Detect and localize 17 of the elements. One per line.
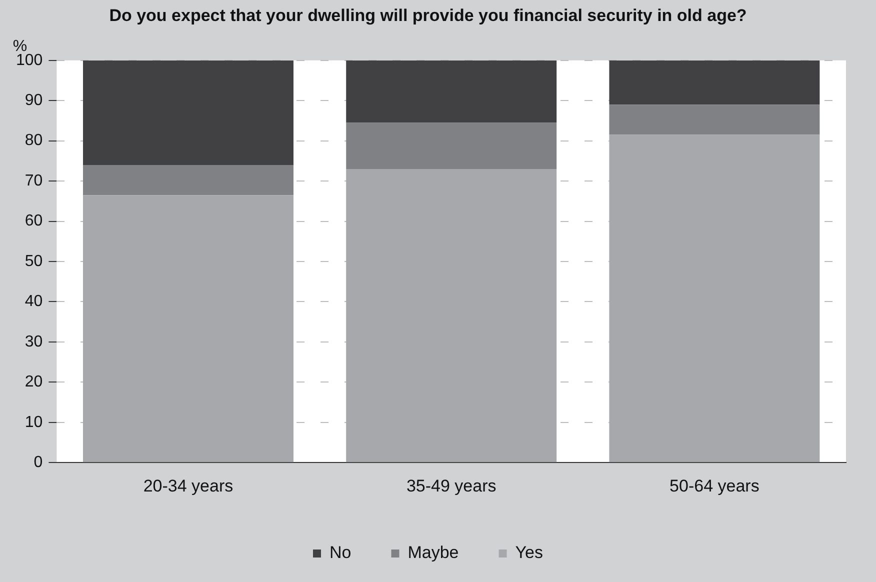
y-tick-label: 10 xyxy=(24,414,43,431)
x-tick-label: 20-34 years xyxy=(143,476,234,496)
legend-label: Maybe xyxy=(408,543,459,562)
y-tick-label: 40 xyxy=(24,293,43,310)
y-tick-label: 60 xyxy=(24,212,43,230)
y-tick-label: 70 xyxy=(24,172,43,190)
y-tick-label: 30 xyxy=(24,333,43,350)
y-tick-label: 20 xyxy=(24,374,43,391)
y-tick-label: 90 xyxy=(24,92,43,110)
y-tick-label: 50 xyxy=(24,252,43,270)
legend-label: No xyxy=(330,543,352,562)
chart-title: Do you expect that your dwelling will provide you financial security in old age? xyxy=(109,6,747,25)
x-tick-label: 35-49 years xyxy=(406,476,496,496)
legend-label: Yes xyxy=(515,543,543,562)
x-tick-label: 50-64 years xyxy=(670,476,760,496)
y-tick-label: 80 xyxy=(24,132,43,150)
y-tick-label: 0 xyxy=(34,454,43,472)
